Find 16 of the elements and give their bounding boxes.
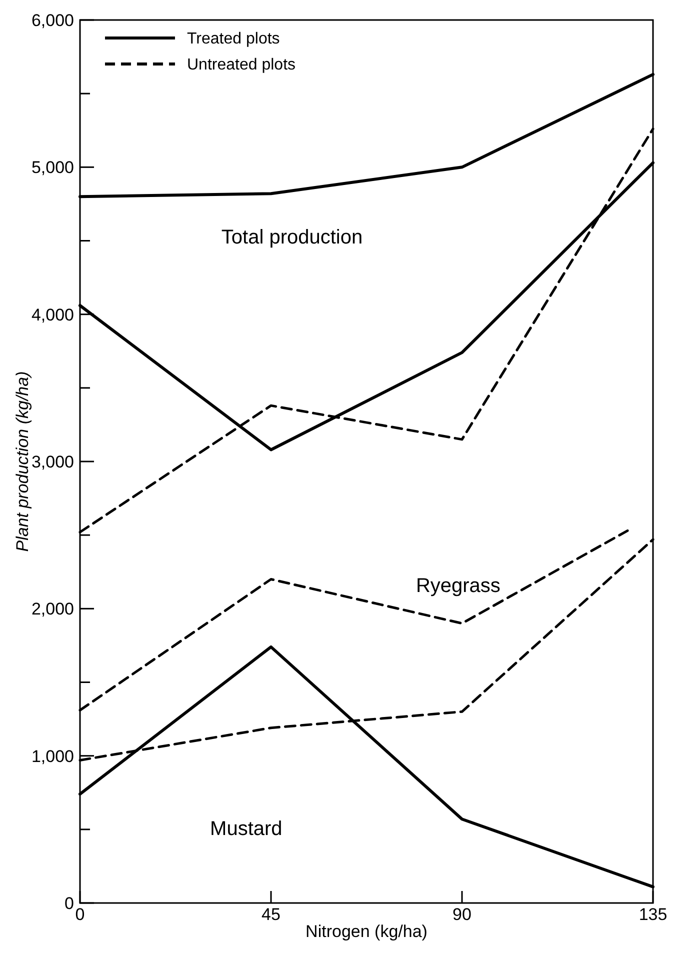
y-tick-label: 4,000 [31,305,74,324]
annotation: Mustard [210,818,282,840]
legend-label: Untreated plots [187,56,296,74]
y-tick-label: 6,000 [31,10,74,30]
annotation: Total production [221,226,363,248]
y-tick-label: 1,000 [31,746,74,766]
y-tick-label: 5,000 [31,158,74,178]
annotation: Ryegrass [416,575,500,598]
x-axis-title: Nitrogen (kg/ha) [306,922,428,941]
y-tick-label: 3,000 [31,452,74,472]
x-tick-label: 45 [262,905,280,924]
legend-label: Treated plots [187,30,280,48]
y-axis-title: Plant production (kg/ha) [13,371,32,552]
x-tick-label: 90 [452,905,472,924]
y-tick-label: 2,000 [31,600,74,619]
x-tick-label: 135 [638,905,668,924]
